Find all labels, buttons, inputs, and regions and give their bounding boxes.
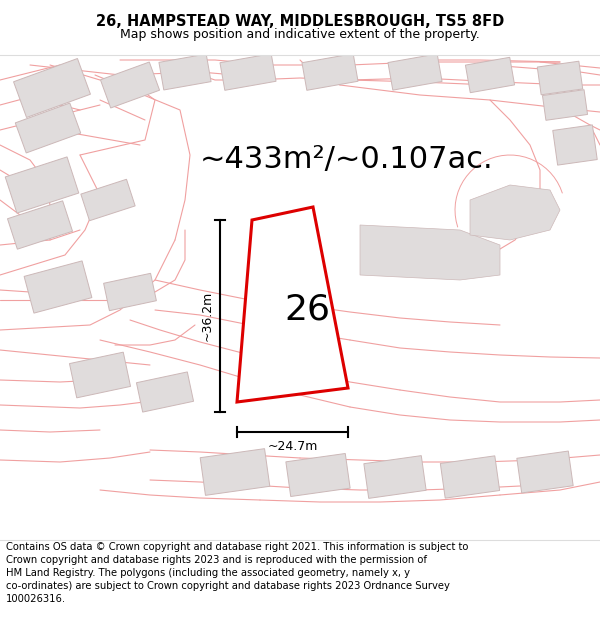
Text: ~24.7m: ~24.7m	[268, 440, 317, 453]
Bar	[81, 179, 135, 221]
Polygon shape	[237, 207, 348, 402]
Polygon shape	[470, 185, 560, 240]
Bar	[24, 261, 92, 313]
Bar	[100, 62, 160, 108]
Text: ~36.2m: ~36.2m	[200, 291, 214, 341]
Bar	[159, 54, 211, 90]
Text: 26: 26	[284, 292, 331, 326]
Bar	[5, 157, 79, 213]
Bar	[286, 454, 350, 496]
Polygon shape	[360, 225, 500, 280]
Bar	[517, 451, 573, 493]
Text: 26, HAMPSTEAD WAY, MIDDLESBROUGH, TS5 8FD: 26, HAMPSTEAD WAY, MIDDLESBROUGH, TS5 8F…	[96, 14, 504, 29]
Bar	[136, 372, 194, 412]
Bar	[388, 54, 442, 90]
Bar	[440, 456, 500, 498]
Bar	[537, 61, 583, 95]
Bar	[466, 58, 515, 92]
Text: Contains OS data © Crown copyright and database right 2021. This information is : Contains OS data © Crown copyright and d…	[6, 542, 469, 604]
Bar	[14, 59, 91, 118]
Bar	[104, 273, 157, 311]
Bar	[7, 201, 73, 249]
Text: Map shows position and indicative extent of the property.: Map shows position and indicative extent…	[120, 28, 480, 41]
Bar	[553, 125, 597, 165]
Bar	[302, 54, 358, 90]
Bar	[15, 103, 81, 153]
Bar	[364, 456, 426, 498]
Bar	[70, 352, 131, 398]
Text: ~433m²/~0.107ac.: ~433m²/~0.107ac.	[200, 145, 494, 174]
Bar	[200, 449, 270, 496]
Text: Hampstead Way: Hampstead Way	[244, 355, 346, 389]
Bar	[542, 90, 587, 120]
Bar	[220, 54, 276, 90]
